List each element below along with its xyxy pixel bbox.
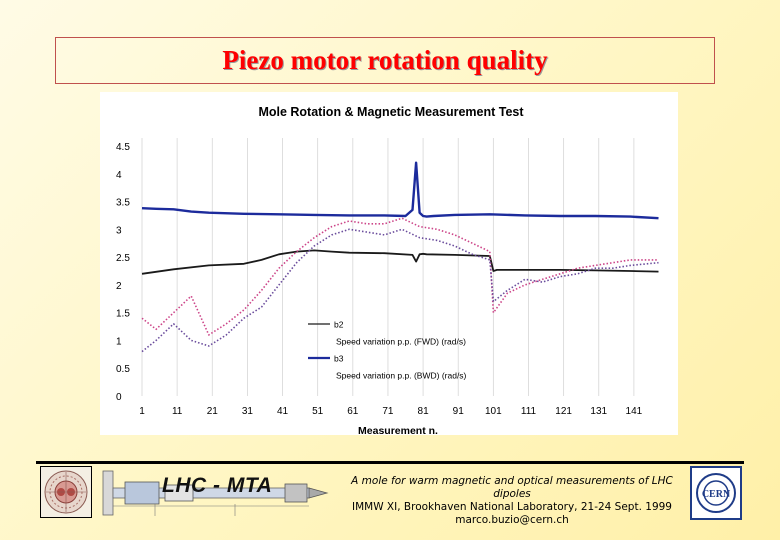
x-tick-label: 111	[521, 406, 537, 417]
series-line-4	[141, 228, 659, 353]
x-axis-ticks: 1 11 21 31 41 51 61 71 81 91 101 111 121 131 141	[139, 406, 642, 417]
y-tick-label: 3	[116, 225, 122, 236]
x-tick-label: 11	[172, 406, 183, 417]
footer-line-1: A mole for warm magnetic and optical mea…	[351, 475, 673, 500]
y-tick-label: 4.5	[116, 142, 130, 153]
x-tick-label: 81	[418, 406, 430, 417]
mole-apparatus-icon	[102, 470, 329, 516]
y-tick-label: 4	[116, 170, 122, 181]
x-tick-label: 51	[312, 406, 324, 417]
svg-text:CERN: CERN	[702, 489, 731, 500]
x-axis-label: Measurement n.	[358, 425, 438, 435]
series-line-3	[141, 161, 659, 220]
footer-line-3: marco.buzio@cern.ch	[455, 514, 569, 526]
series-line-2	[141, 217, 659, 336]
x-tick-label: 141	[626, 406, 643, 417]
y-tick-label: 1	[116, 336, 122, 347]
line-chart: Mole Rotation & Magnetic Measurement Tes…	[116, 105, 659, 435]
x-tick-label: 131	[590, 406, 607, 417]
y-tick-label: 0	[116, 392, 122, 403]
legend: b2 Speed variation p.p. (FWD) (rad/s) b3 Sp…	[308, 320, 467, 381]
legend-label: Speed variation p.p. (FWD) (rad/s)	[336, 337, 466, 347]
x-tick-label: 101	[485, 406, 502, 417]
title-box: Piezo motor rotation quality	[55, 37, 715, 84]
footer-text: A mole for warm magnetic and optical mea…	[332, 475, 692, 527]
x-tick-label: 91	[453, 406, 465, 417]
y-axis-ticks: 0 0.5 1 1.5 2 2.5 3 3.5 4 4.5	[116, 142, 130, 403]
y-tick-label: 2	[116, 281, 122, 292]
cern-logo-icon: CERN	[690, 466, 742, 520]
x-tick-label: 41	[277, 406, 289, 417]
x-tick-label: 1	[139, 406, 145, 417]
legend-label: b3	[334, 354, 344, 364]
chart-title: Mole Rotation & Magnetic Measurement Tes…	[258, 105, 524, 119]
x-tick-label: 121	[555, 406, 572, 417]
series-group	[141, 161, 659, 353]
x-tick-label: 71	[382, 406, 394, 417]
y-tick-label: 0.5	[116, 364, 130, 375]
x-tick-label: 31	[242, 406, 254, 417]
y-tick-label: 3.5	[116, 198, 130, 209]
series-line-1	[141, 249, 659, 275]
lhc-logo-icon	[40, 466, 92, 518]
footer-divider	[36, 461, 744, 464]
footer-line-2: IMMW XI, Brookhaven National Laboratory,…	[352, 501, 672, 513]
lhc-mta-banner: LHC - MTA	[162, 474, 273, 497]
y-tick-label: 1.5	[116, 309, 130, 320]
y-tick-label: 2.5	[116, 253, 130, 264]
grid-lines	[141, 138, 635, 396]
chart-panel: Mole Rotation & Magnetic Measurement Tes…	[100, 92, 678, 435]
x-tick-label: 61	[347, 406, 359, 417]
slide-title: Piezo motor rotation quality	[222, 45, 548, 75]
legend-label: b2	[334, 320, 344, 330]
legend-label: Speed variation p.p. (BWD) (rad/s)	[336, 371, 467, 381]
x-tick-label: 21	[207, 406, 219, 417]
